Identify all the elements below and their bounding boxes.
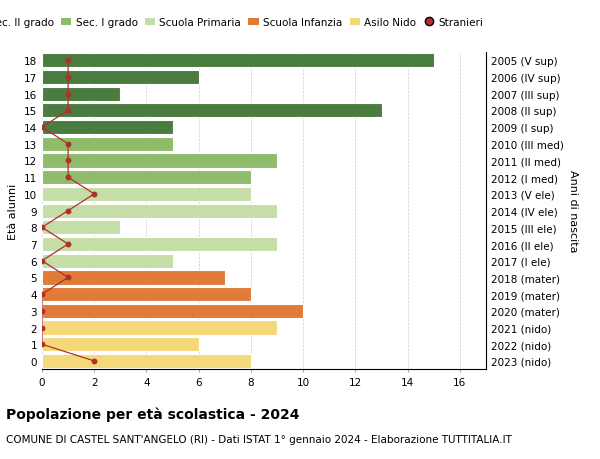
Bar <box>42 54 434 68</box>
Bar <box>42 304 303 318</box>
Point <box>64 107 73 115</box>
Point <box>37 224 47 231</box>
Point <box>37 257 47 265</box>
Point <box>64 174 73 181</box>
Bar <box>42 237 277 252</box>
Text: COMUNE DI CASTEL SANT'ANGELO (RI) - Dati ISTAT 1° gennaio 2024 - Elaborazione TU: COMUNE DI CASTEL SANT'ANGELO (RI) - Dati… <box>6 434 512 444</box>
Text: Popolazione per età scolastica - 2024: Popolazione per età scolastica - 2024 <box>6 406 299 421</box>
Bar <box>42 137 173 151</box>
Bar <box>42 104 382 118</box>
Legend: Sec. II grado, Sec. I grado, Scuola Primaria, Scuola Infanzia, Asilo Nido, Stran: Sec. II grado, Sec. I grado, Scuola Prim… <box>0 14 487 32</box>
Y-axis label: Età alunni: Età alunni <box>8 183 19 239</box>
Bar <box>42 321 277 335</box>
Point <box>89 358 99 365</box>
Point <box>64 274 73 281</box>
Bar <box>42 287 251 302</box>
Bar <box>42 221 121 235</box>
Point <box>64 157 73 165</box>
Point <box>37 291 47 298</box>
Bar <box>42 204 277 218</box>
Bar <box>42 354 251 368</box>
Point <box>64 57 73 65</box>
Point <box>64 141 73 148</box>
Point <box>64 91 73 98</box>
Point <box>37 324 47 331</box>
Point <box>37 124 47 131</box>
Y-axis label: Anni di nascita: Anni di nascita <box>568 170 578 252</box>
Bar <box>42 87 121 101</box>
Bar <box>42 337 199 352</box>
Bar <box>42 121 173 135</box>
Point <box>64 74 73 81</box>
Point <box>64 207 73 215</box>
Bar <box>42 187 251 202</box>
Bar <box>42 154 277 168</box>
Bar <box>42 254 173 268</box>
Point <box>37 308 47 315</box>
Bar <box>42 271 225 285</box>
Point <box>89 191 99 198</box>
Bar <box>42 71 199 85</box>
Point <box>64 241 73 248</box>
Bar <box>42 171 251 185</box>
Point <box>37 341 47 348</box>
